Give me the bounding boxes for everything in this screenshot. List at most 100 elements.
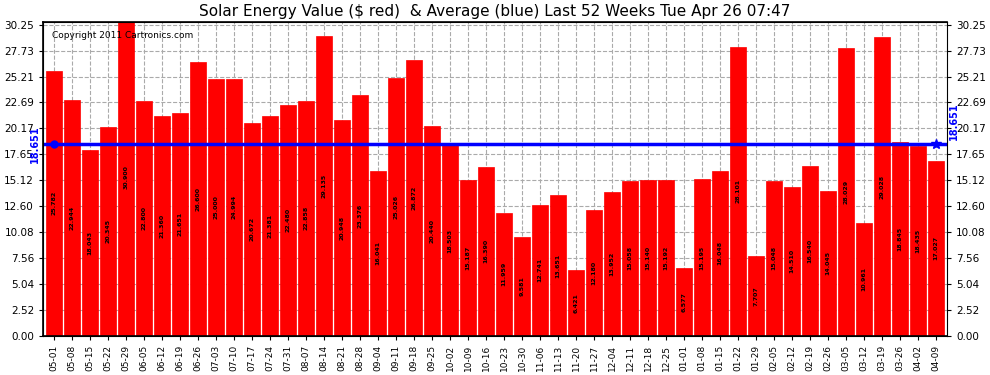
Text: 22.944: 22.944 <box>69 206 74 230</box>
Text: 15.187: 15.187 <box>465 245 470 270</box>
Bar <box>64 100 79 336</box>
Text: 14.510: 14.510 <box>790 249 795 273</box>
Bar <box>713 171 728 336</box>
Text: 25.000: 25.000 <box>214 195 219 219</box>
Bar <box>280 105 296 336</box>
Text: 18.435: 18.435 <box>916 229 921 253</box>
Text: 22.858: 22.858 <box>304 206 309 230</box>
Text: 28.029: 28.029 <box>843 180 848 204</box>
Text: 18.651: 18.651 <box>948 102 958 140</box>
Bar <box>874 38 890 336</box>
Text: 21.381: 21.381 <box>267 214 272 238</box>
Text: 20.345: 20.345 <box>105 219 111 243</box>
Text: 15.192: 15.192 <box>663 245 668 270</box>
Bar <box>623 181 638 336</box>
Bar <box>316 36 332 336</box>
Text: 23.376: 23.376 <box>357 203 362 228</box>
Bar <box>298 101 314 336</box>
Text: 15.048: 15.048 <box>771 246 776 270</box>
Text: 22.800: 22.800 <box>142 207 147 231</box>
Bar <box>515 237 530 336</box>
Bar <box>911 146 926 336</box>
Bar <box>676 268 692 336</box>
Text: Copyright 2011 Cartronics.com: Copyright 2011 Cartronics.com <box>52 31 193 40</box>
Bar <box>892 142 908 336</box>
Bar <box>496 213 512 336</box>
Text: 18.651: 18.651 <box>30 125 40 163</box>
Bar <box>352 96 367 336</box>
Text: 26.872: 26.872 <box>412 185 417 210</box>
Bar <box>568 270 584 336</box>
Text: 18.845: 18.845 <box>898 226 903 251</box>
Text: 16.390: 16.390 <box>483 239 488 264</box>
Bar <box>335 120 349 336</box>
Bar <box>803 166 818 336</box>
Bar <box>586 210 602 336</box>
Text: 25.026: 25.026 <box>393 195 398 219</box>
Bar <box>641 180 655 336</box>
Bar <box>388 78 404 336</box>
Text: 9.581: 9.581 <box>520 276 525 296</box>
Bar <box>731 47 745 336</box>
Text: 11.959: 11.959 <box>502 262 507 286</box>
Text: 7.707: 7.707 <box>753 286 758 306</box>
Text: 22.480: 22.480 <box>285 208 290 232</box>
Text: 29.135: 29.135 <box>322 174 327 198</box>
Bar <box>839 48 853 336</box>
Text: 15.195: 15.195 <box>700 245 705 270</box>
Bar <box>100 127 116 336</box>
Text: 15.140: 15.140 <box>645 246 650 270</box>
Bar <box>766 181 782 336</box>
Bar <box>443 146 457 336</box>
Text: 6.421: 6.421 <box>573 292 578 312</box>
Bar <box>784 186 800 336</box>
Text: 16.048: 16.048 <box>718 241 723 265</box>
Text: 26.600: 26.600 <box>195 187 200 211</box>
Bar <box>154 116 169 336</box>
Bar <box>137 101 151 336</box>
Bar <box>550 195 565 336</box>
Text: 18.503: 18.503 <box>447 228 452 253</box>
Text: 15.058: 15.058 <box>628 246 633 270</box>
Bar <box>406 60 422 336</box>
Bar <box>262 116 277 336</box>
Bar <box>856 223 872 336</box>
Text: 12.741: 12.741 <box>538 258 543 282</box>
Text: 21.360: 21.360 <box>159 214 164 238</box>
Text: 21.651: 21.651 <box>177 212 182 237</box>
Bar <box>82 150 98 336</box>
Bar <box>929 160 943 336</box>
Bar <box>245 123 259 336</box>
Bar <box>748 256 763 336</box>
Text: 17.027: 17.027 <box>934 236 939 260</box>
Text: 25.782: 25.782 <box>51 191 56 215</box>
Text: 20.948: 20.948 <box>340 216 345 240</box>
Text: 10.961: 10.961 <box>861 267 866 291</box>
Bar <box>460 180 475 336</box>
Text: 20.440: 20.440 <box>430 219 435 243</box>
Bar <box>658 180 674 336</box>
Text: 16.540: 16.540 <box>808 238 813 262</box>
Text: 30.900: 30.900 <box>124 165 129 189</box>
Bar <box>118 18 134 336</box>
Bar <box>172 113 187 336</box>
Bar <box>533 205 547 336</box>
Text: 29.028: 29.028 <box>879 174 885 198</box>
Bar <box>208 79 224 336</box>
Bar <box>694 180 710 336</box>
Bar <box>190 62 206 336</box>
Text: 18.043: 18.043 <box>87 231 92 255</box>
Bar <box>821 191 836 336</box>
Text: 6.577: 6.577 <box>681 292 686 312</box>
Text: 12.180: 12.180 <box>592 261 597 285</box>
Text: 28.101: 28.101 <box>736 179 741 203</box>
Bar <box>604 192 620 336</box>
Text: 20.672: 20.672 <box>249 217 254 242</box>
Text: 16.041: 16.041 <box>375 241 380 265</box>
Bar <box>47 71 61 336</box>
Bar <box>425 126 440 336</box>
Text: 24.994: 24.994 <box>232 195 237 219</box>
Text: 13.952: 13.952 <box>610 252 615 276</box>
Text: 14.045: 14.045 <box>826 251 831 276</box>
Bar <box>370 171 386 336</box>
